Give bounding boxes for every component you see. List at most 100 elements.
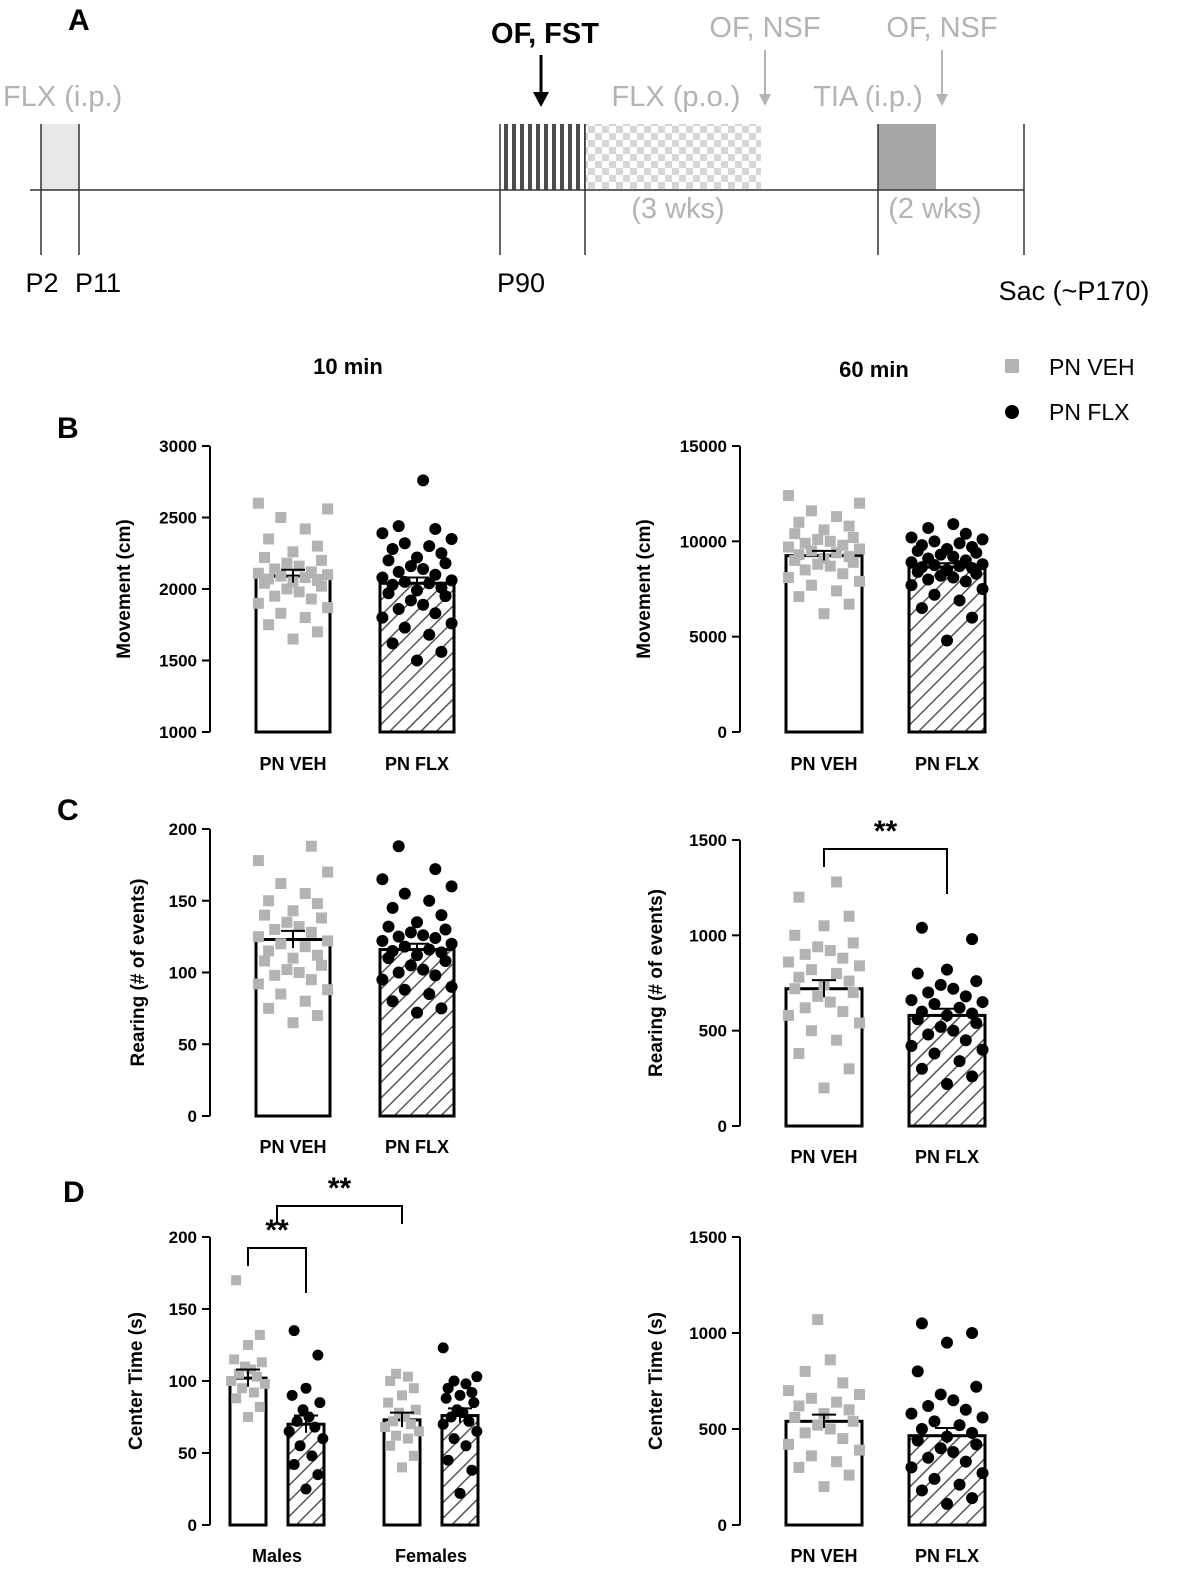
data-point: [376, 527, 389, 540]
data-point: [805, 964, 817, 976]
data-point: [429, 568, 442, 581]
data-point: [306, 1450, 318, 1462]
data-point: [854, 1444, 866, 1456]
data-point: [905, 1461, 918, 1474]
data-point: [322, 866, 334, 878]
data-point: [263, 619, 275, 631]
data-point: [941, 1336, 953, 1349]
data-point: [305, 566, 317, 578]
data-point: [311, 626, 323, 638]
data-point: [460, 1378, 472, 1390]
data-point: [429, 932, 442, 945]
y-tick-label: 100: [169, 964, 197, 983]
data-point: [404, 594, 417, 607]
label-p11: P11: [75, 268, 121, 298]
y-tick-label: 50: [178, 1035, 197, 1054]
data-point: [252, 497, 264, 509]
data-point: [953, 1055, 966, 1068]
data-point: [417, 598, 430, 611]
label-of-fst: OF, FST: [491, 18, 599, 50]
data-point: [905, 1407, 918, 1420]
y-tick-label: 150: [169, 892, 197, 911]
data-point: [466, 1387, 478, 1399]
data-point: [288, 1325, 300, 1337]
data-point: [959, 575, 972, 588]
data-point: [471, 1425, 483, 1437]
data-point: [922, 986, 935, 999]
y-tick-label: 0: [188, 1107, 197, 1126]
panel-letter-d: D: [63, 1176, 85, 1209]
data-point: [411, 1006, 423, 1019]
data-point: [226, 1376, 237, 1386]
data-point: [843, 1063, 855, 1075]
data-point: [299, 572, 311, 584]
data-point: [251, 1371, 262, 1382]
bar: [382, 1418, 422, 1527]
data-point: [782, 541, 794, 553]
data-point: [824, 996, 836, 1008]
data-point: [445, 937, 458, 950]
data-point: [799, 1002, 811, 1014]
data-point: [405, 1419, 416, 1430]
data-point: [435, 1002, 448, 1015]
chart-c-left-rearing-10min: 0 50 100 150 200 Rearing (# of events) PN VEH P…: [128, 820, 458, 1157]
data-point: [905, 994, 918, 1007]
data-point: [941, 1078, 953, 1091]
data-point: [454, 1487, 466, 1499]
data-point: [793, 971, 805, 983]
data-point: [947, 1394, 960, 1407]
data-point: [404, 926, 417, 939]
data-point: [922, 1399, 935, 1412]
category-label: PN FLX: [915, 1546, 979, 1566]
label-tia-ip: TIA (i.p.): [813, 81, 923, 113]
data-point: [243, 1412, 253, 1422]
data-point: [953, 1001, 966, 1014]
data-point: [411, 551, 423, 564]
data-point: [831, 547, 843, 559]
data-point: [970, 975, 983, 988]
data-point: [423, 540, 436, 553]
data-point: [311, 540, 323, 552]
data-point: [847, 532, 859, 544]
data-point: [281, 557, 293, 569]
data-point: [294, 1440, 306, 1452]
data-point: [317, 1433, 329, 1445]
data-point: [281, 964, 293, 976]
data-point: [398, 537, 411, 550]
data-point: [454, 1389, 466, 1401]
significance-label: **: [328, 1172, 352, 1205]
data-point: [468, 1397, 480, 1409]
data-point: [915, 921, 928, 934]
arrowhead-of-nsf-1: [759, 94, 771, 106]
y-tick-label: 1500: [159, 652, 197, 671]
data-point: [928, 1047, 941, 1060]
data-point: [376, 873, 389, 886]
data-point: [941, 1497, 953, 1510]
data-point: [805, 1025, 817, 1037]
data-point: [837, 1433, 849, 1445]
data-point: [315, 959, 327, 971]
data-point: [437, 1418, 449, 1430]
data-point: [466, 1464, 478, 1476]
data-point: [397, 1462, 407, 1473]
y-axis-label: Center Time (s): [646, 1312, 667, 1450]
data-point: [263, 573, 275, 585]
data-point: [299, 941, 311, 953]
legend-marker-flx: [1005, 405, 1019, 419]
data-point: [423, 894, 436, 907]
data-point: [380, 1422, 391, 1433]
data-point: [311, 949, 323, 961]
data-point: [905, 579, 918, 592]
data-point: [843, 520, 855, 532]
data-point: [435, 946, 448, 959]
data-point: [231, 1393, 242, 1404]
data-point: [311, 1010, 323, 1022]
data-point: [966, 933, 979, 946]
data-point: [299, 612, 311, 624]
data-point: [976, 533, 989, 546]
data-point: [970, 1438, 983, 1451]
data-point: [417, 474, 430, 487]
category-label: PN FLX: [385, 1137, 449, 1157]
data-point: [315, 912, 327, 924]
data-point: [392, 930, 405, 943]
